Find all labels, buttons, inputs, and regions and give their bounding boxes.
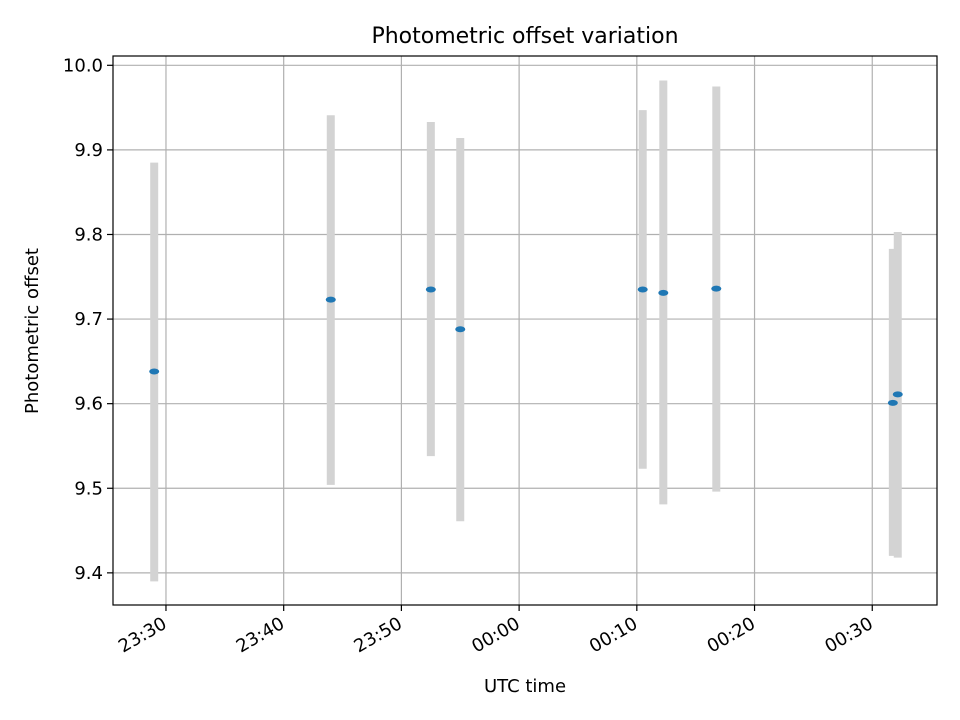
data-point (711, 286, 721, 292)
y-tick-label: 9.5 (74, 478, 103, 499)
y-tick-label: 9.4 (74, 563, 103, 584)
y-tick-label: 9.7 (74, 309, 103, 330)
chart-title: Photometric offset variation (371, 24, 678, 49)
y-axis-label: Photometric offset (22, 248, 43, 414)
x-axis-label: UTC time (484, 676, 566, 697)
data-point (426, 286, 436, 292)
data-point (658, 290, 668, 296)
y-tick-label: 9.8 (74, 224, 103, 245)
y-tick-label: 10.0 (63, 55, 103, 76)
data-point (149, 369, 159, 375)
data-point (455, 326, 465, 332)
y-tick-label: 9.6 (74, 394, 103, 415)
data-point (893, 391, 903, 397)
y-tick-label: 9.9 (74, 140, 103, 161)
data-point (888, 400, 898, 406)
data-point (638, 286, 648, 292)
data-point (326, 297, 336, 303)
